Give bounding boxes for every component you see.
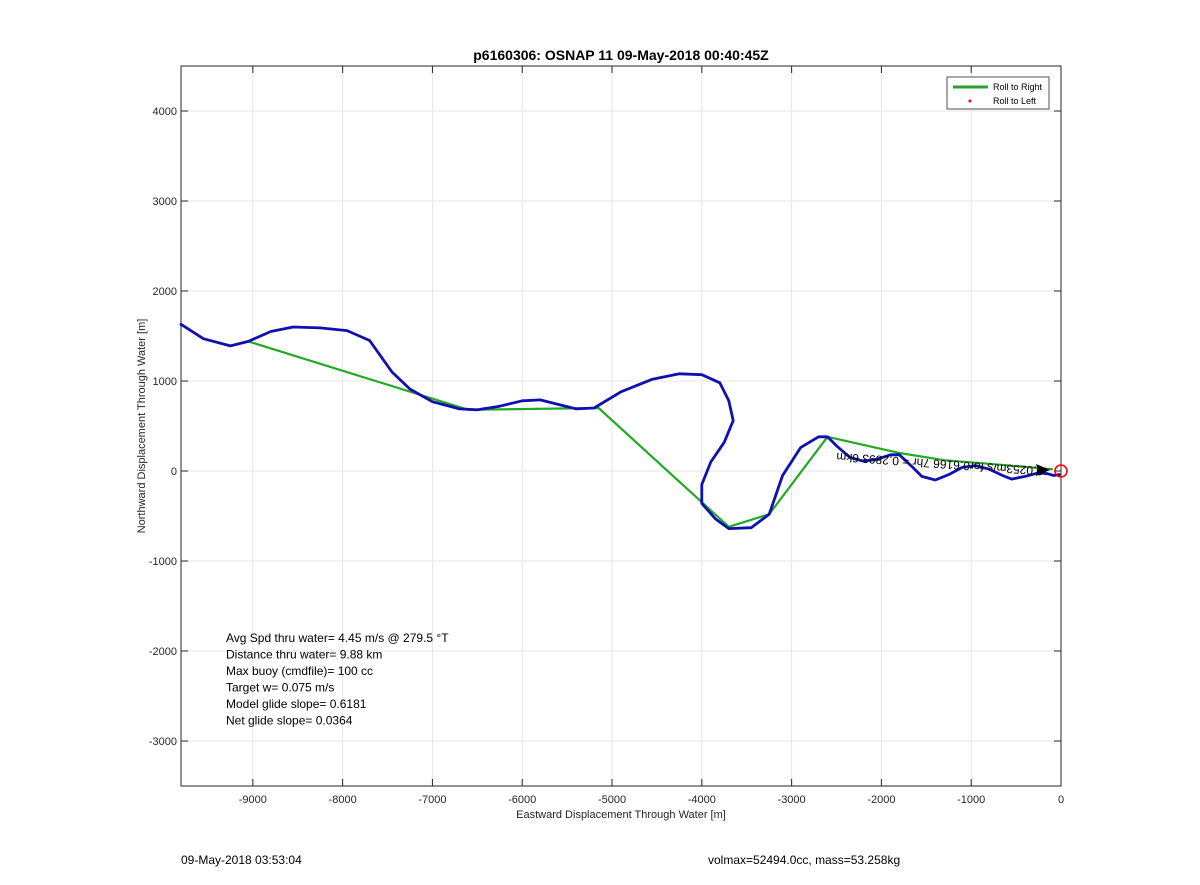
footer-timestamp: 09-May-2018 03:53:04 (181, 853, 302, 867)
footer-volmax-mass: volmax=52494.0cc, mass=53.258kg (708, 853, 901, 867)
annotation-layer: 0.0253m/s for0.6166 7hr = 0.2893 6km (836, 450, 1050, 478)
y-tick-label: -3000 (149, 736, 177, 748)
stat-line: Model glide slope= 0.6181 (226, 697, 367, 711)
series-layer (179, 322, 1068, 530)
y-tick-label: 3000 (153, 196, 177, 208)
stat-line: Max buoy (cmdfile)= 100 cc (226, 664, 373, 678)
end-marker (1054, 464, 1068, 478)
x-tick-label: -3000 (778, 794, 806, 806)
series-roll-to-right (247, 340, 1054, 528)
x-axis-label: Eastward Displacement Through Water [m] (516, 809, 726, 821)
legend-box (946, 76, 1050, 110)
x-tick-label: -9000 (239, 794, 267, 806)
legend: Roll to Right Roll to Left (946, 76, 1050, 110)
x-tick-label: -5000 (598, 794, 626, 806)
y-tick-label: 4000 (153, 106, 177, 118)
legend-label-roll-right: Roll to Right (993, 82, 1043, 92)
stat-line: Avg Spd thru water= 4.45 m/s @ 279.5 °T (226, 631, 449, 645)
stats-box: Avg Spd thru water= 4.45 m/s @ 279.5 °T D… (226, 631, 449, 728)
current-arrow (1036, 464, 1050, 476)
stat-line: Net glide slope= 0.0364 (226, 714, 353, 728)
x-tick-label: 0 (1058, 794, 1064, 806)
grid (181, 66, 1062, 786)
legend-swatch-roll-left (968, 99, 972, 103)
y-tick-label: 0 (171, 466, 177, 478)
current-annotation: 0.0253m/s for0.6166 7hr = 0.2893 6km (836, 450, 1044, 478)
chart-title: p6160306: OSNAP 11 09-May-2018 00:40:45Z (473, 47, 769, 63)
y-tick-label: 1000 (153, 376, 177, 388)
y-tick-label: -1000 (149, 556, 177, 568)
axis-ticks: -9000 -8000 -7000 -6000 -5000 -4000 -3000 -2000… (149, 66, 1064, 806)
x-tick-label: -8000 (329, 794, 357, 806)
x-tick-label: -2000 (867, 794, 895, 806)
y-tick-label: 2000 (153, 286, 177, 298)
x-tick-label: -6000 (508, 794, 536, 806)
y-tick-label: -2000 (149, 646, 177, 658)
x-tick-label: -7000 (418, 794, 446, 806)
plot-area (180, 65, 1062, 787)
legend-label-roll-left: Roll to Left (993, 96, 1037, 106)
series-glider-track (179, 322, 1061, 530)
stat-line: Distance thru water= 9.88 km (226, 648, 382, 662)
x-tick-label: -1000 (957, 794, 985, 806)
stat-line: Target w= 0.075 m/s (226, 681, 334, 695)
x-tick-label: -4000 (688, 794, 716, 806)
y-axis-label: Northward Displacement Through Water [m] (136, 319, 148, 534)
